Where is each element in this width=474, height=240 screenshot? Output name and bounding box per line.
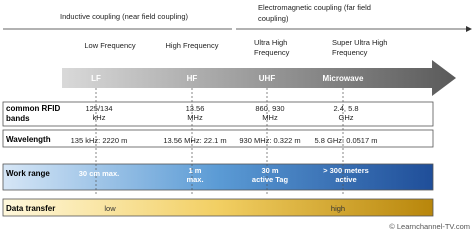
cell: max. xyxy=(186,175,203,184)
row-label: bands xyxy=(6,114,30,123)
cell: active Tag xyxy=(252,175,289,184)
em-label: Electromagnetic coupling (far field xyxy=(258,3,371,12)
row-label: Wavelength xyxy=(6,135,51,144)
cell: high xyxy=(331,204,345,213)
cell: 30 m xyxy=(261,166,278,175)
cell: low xyxy=(104,204,116,213)
cell: 13.56 xyxy=(186,104,205,113)
band-label: LF xyxy=(91,74,101,83)
cell: 1 m xyxy=(189,166,202,175)
band-label: Microwave xyxy=(323,74,364,83)
em-label: coupling) xyxy=(258,14,289,23)
wavelength-row xyxy=(2,129,434,148)
cell: 13.56 MHz: 22.1 m xyxy=(163,136,226,145)
arrow-head xyxy=(466,26,472,32)
frequency-name: Frequency xyxy=(254,48,290,57)
inductive-label: Inductive coupling (near field coupling) xyxy=(60,12,188,21)
cell: kHz xyxy=(93,113,106,122)
cell: GHz xyxy=(339,113,354,122)
frequency-name: Ultra High xyxy=(254,38,287,47)
band-label: HF xyxy=(187,74,198,83)
row-label: Data transfer xyxy=(6,204,55,213)
row-label: common RFID xyxy=(6,104,60,113)
cell: active xyxy=(335,175,356,184)
cell: 125/134 xyxy=(85,104,112,113)
rfid-diagram: Inductive coupling (near field coupling)… xyxy=(2,3,472,231)
row-label: Work range xyxy=(6,169,50,178)
cell: 135 kHz: 2220 m xyxy=(71,136,128,145)
cell: MHz xyxy=(262,113,278,122)
data-transfer-row xyxy=(2,198,434,217)
work-range-row xyxy=(2,163,434,191)
cell: 30 cm max. xyxy=(79,169,119,178)
cell: 2.4, 5.8 xyxy=(333,104,358,113)
frequency-name: Frequency xyxy=(332,48,368,57)
band-label: UHF xyxy=(259,74,276,83)
cell: > 300 meters xyxy=(323,166,369,175)
cell: 5.8 GHz: 0.0517 m xyxy=(315,136,378,145)
frequency-name: High Frequency xyxy=(166,41,219,50)
bands-row xyxy=(2,101,434,127)
frequency-name: Low Frequency xyxy=(84,41,136,50)
footer: © Learnchannel-TV.com xyxy=(389,222,470,231)
cell: MHz xyxy=(187,113,203,122)
cell: 860, 930 xyxy=(255,104,284,113)
frequency-name: Super Ultra High xyxy=(332,38,387,47)
frequency-arrow xyxy=(62,60,456,96)
cell: 930 MHz: 0.322 m xyxy=(239,136,300,145)
